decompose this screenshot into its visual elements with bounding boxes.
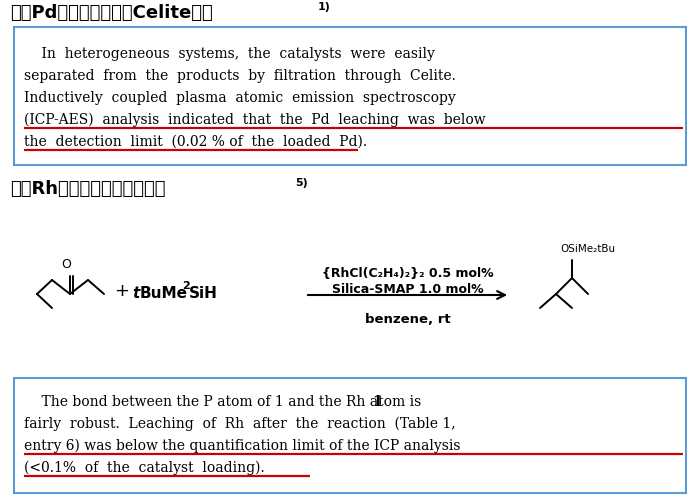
FancyBboxPatch shape	[14, 378, 686, 493]
Text: 5): 5)	[295, 178, 308, 188]
Text: SiH: SiH	[189, 286, 218, 301]
Text: benzene, rt: benzene, rt	[365, 313, 450, 326]
Text: BuMe: BuMe	[140, 286, 188, 301]
Text: {RhCl(C₂H₄)₂}₂ 0.5 mol%: {RhCl(C₂H₄)₂}₂ 0.5 mol%	[322, 267, 494, 280]
Text: 残留Pd：反应溶液通过Celite过滤: 残留Pd：反应溶液通过Celite过滤	[10, 4, 213, 22]
Text: the  detection  limit  (0.02 % of  the  loaded  Pd).: the detection limit (0.02 % of the loade…	[24, 135, 367, 149]
Text: In  heterogeneous  systems,  the  catalysts  were  easily: In heterogeneous systems, the catalysts …	[24, 47, 435, 61]
Text: (<0.1%  of  the  catalyst  loading).: (<0.1% of the catalyst loading).	[24, 461, 265, 475]
FancyBboxPatch shape	[14, 27, 686, 165]
Text: O: O	[61, 258, 71, 271]
Text: 1): 1)	[318, 2, 331, 12]
Text: +: +	[114, 282, 129, 300]
Text: The bond between the P atom of 1 and the Rh atom is: The bond between the P atom of 1 and the…	[24, 395, 421, 409]
Text: OSiMe₂tBu: OSiMe₂tBu	[560, 244, 615, 254]
Text: 残留Rh：反应溶液的洗脱检测: 残留Rh：反应溶液的洗脱检测	[10, 180, 165, 198]
Text: entry 6) was below the quantification limit of the ICP analysis: entry 6) was below the quantification li…	[24, 439, 461, 454]
Text: fairly  robust.  Leaching  of  Rh  after  the  reaction  (Table 1,: fairly robust. Leaching of Rh after the …	[24, 417, 456, 431]
Text: t: t	[132, 286, 139, 301]
Text: Inductively  coupled  plasma  atomic  emission  spectroscopy: Inductively coupled plasma atomic emissi…	[24, 91, 456, 105]
Text: 2: 2	[182, 281, 190, 291]
Text: Silica-SMAP 1.0 mol%: Silica-SMAP 1.0 mol%	[332, 283, 483, 296]
Text: (ICP-AES)  analysis  indicated  that  the  Pd  leaching  was  below: (ICP-AES) analysis indicated that the Pd…	[24, 113, 486, 128]
Text: separated  from  the  products  by  filtration  through  Celite.: separated from the products by filtratio…	[24, 69, 456, 83]
Text: 1: 1	[372, 395, 382, 409]
